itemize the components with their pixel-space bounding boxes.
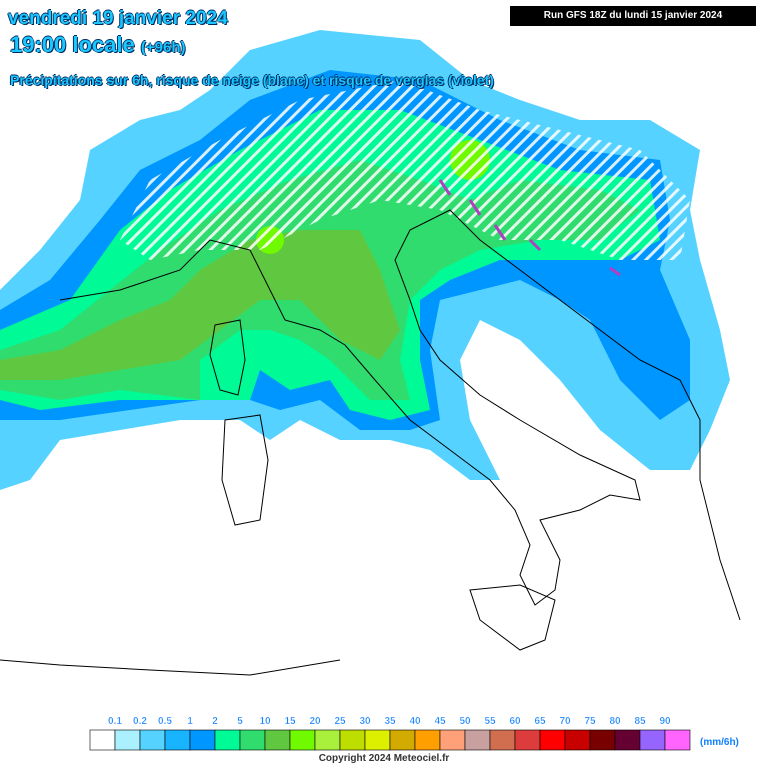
legend-label: 15 bbox=[284, 716, 296, 727]
legend-swatch bbox=[264, 729, 291, 751]
legend-label: 50 bbox=[459, 716, 471, 727]
legend-swatch bbox=[564, 729, 591, 751]
legend-label: 35 bbox=[384, 716, 396, 727]
legend-swatch bbox=[589, 729, 616, 751]
legend-swatch bbox=[164, 729, 191, 751]
legend-unit: (mm/6h) bbox=[700, 737, 739, 748]
legend-swatch bbox=[639, 729, 666, 751]
legend-swatch bbox=[439, 729, 466, 751]
legend-swatch bbox=[114, 729, 141, 751]
legend-swatch bbox=[514, 729, 541, 751]
legend-swatch bbox=[614, 729, 641, 751]
legend-label: 90 bbox=[659, 716, 671, 727]
legend-label: 60 bbox=[509, 716, 521, 727]
legend-label: 1 bbox=[187, 716, 193, 727]
legend-label: 55 bbox=[484, 716, 496, 727]
legend-swatch bbox=[289, 729, 316, 751]
legend-swatch bbox=[214, 729, 241, 751]
forecast-time: 19:00 locale (+96h) bbox=[10, 32, 185, 58]
subtitle: Précipitations sur 6h, risque de neige (… bbox=[10, 72, 494, 88]
legend-swatch bbox=[539, 729, 566, 751]
legend-label: 2 bbox=[212, 716, 218, 727]
legend-swatch bbox=[489, 729, 516, 751]
legend-label: 70 bbox=[559, 716, 571, 727]
legend-swatch bbox=[364, 729, 391, 751]
lead-time: (+96h) bbox=[140, 39, 186, 56]
legend-label: 20 bbox=[309, 716, 321, 727]
legend-swatch bbox=[389, 729, 416, 751]
legend: 0.1 0.2 0.5 1 2 5 10 15 20 25 30 35 40 45 50 55 60 65 70 75… bbox=[89, 716, 739, 751]
legend-label: 85 bbox=[634, 716, 646, 727]
legend-label: 25 bbox=[334, 716, 346, 727]
legend-swatch bbox=[239, 729, 266, 751]
legend-swatch bbox=[664, 729, 691, 751]
legend-label: 75 bbox=[584, 716, 596, 727]
legend-label: 0.1 bbox=[108, 716, 122, 727]
legend-label: 0.5 bbox=[158, 716, 172, 727]
legend-label: 45 bbox=[434, 716, 446, 727]
legend-label: 0.2 bbox=[133, 716, 147, 727]
coastlines bbox=[0, 209, 741, 676]
precipitation-field bbox=[0, 30, 730, 490]
copyright: Copyright 2024 Meteociel.fr bbox=[318, 753, 450, 764]
legend-label: 65 bbox=[534, 716, 546, 727]
legend-label: 30 bbox=[359, 716, 371, 727]
run-info: Run GFS 18Z du lundi 15 janvier 2024 bbox=[510, 6, 756, 26]
legend-label: 40 bbox=[409, 716, 421, 727]
legend-label: 5 bbox=[237, 716, 243, 727]
legend-swatch bbox=[339, 729, 366, 751]
legend-swatch bbox=[189, 729, 216, 751]
legend-swatch bbox=[464, 729, 491, 751]
legend-swatch bbox=[414, 729, 441, 751]
legend-swatch bbox=[314, 729, 341, 751]
legend-swatch bbox=[139, 729, 166, 751]
forecast-date: vendredi 19 janvier 2024 bbox=[8, 8, 228, 29]
legend-swatch bbox=[89, 729, 116, 751]
legend-label: 80 bbox=[609, 716, 621, 727]
legend-label: 10 bbox=[259, 716, 271, 727]
local-time: 19:00 locale bbox=[10, 32, 135, 57]
